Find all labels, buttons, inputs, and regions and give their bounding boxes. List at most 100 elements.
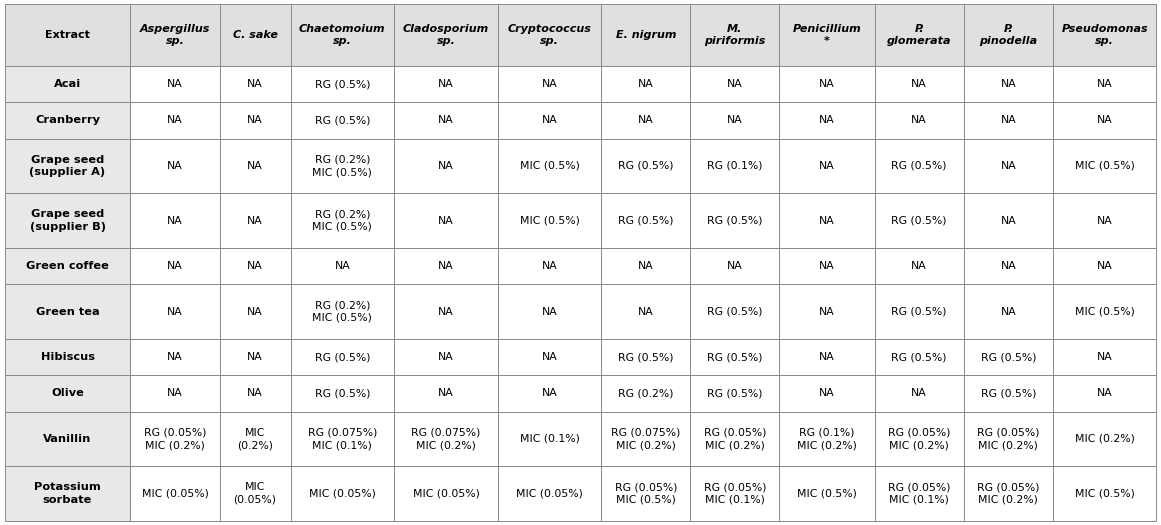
Text: NA: NA (438, 352, 454, 362)
Text: NA: NA (247, 307, 264, 317)
Bar (691, 66, 779, 102)
Text: MIC (0.5%): MIC (0.5%) (520, 161, 579, 171)
Bar (5, 4, 130, 66)
Text: Chaetomoium
sp.: Chaetomoium sp. (300, 24, 385, 46)
Text: Green coffee: Green coffee (26, 261, 109, 271)
Text: MIC (0.5%): MIC (0.5%) (520, 216, 579, 226)
Text: Vanillin: Vanillin (43, 434, 92, 444)
Bar (601, 412, 691, 466)
Bar (395, 66, 498, 102)
Bar (219, 248, 290, 284)
Bar (691, 4, 779, 66)
Bar (1053, 339, 1156, 375)
Text: NA: NA (247, 161, 264, 171)
Bar (1053, 139, 1156, 193)
Bar (290, 466, 395, 521)
Text: NA: NA (334, 261, 351, 271)
Text: NA: NA (820, 116, 835, 125)
Bar (395, 193, 498, 248)
Bar (964, 412, 1053, 466)
Bar (691, 139, 779, 193)
Text: NA: NA (637, 261, 654, 271)
Text: NA: NA (1097, 261, 1112, 271)
Text: MIC
(0.05%): MIC (0.05%) (233, 482, 276, 505)
Text: NA: NA (438, 216, 454, 226)
Bar (130, 375, 219, 412)
Bar (130, 248, 219, 284)
Text: C. sake: C. sake (232, 30, 277, 40)
Bar (779, 375, 874, 412)
Bar (498, 193, 601, 248)
Bar (1053, 248, 1156, 284)
Text: RG (0.5%): RG (0.5%) (315, 79, 370, 89)
Bar (874, 412, 964, 466)
Bar (290, 412, 395, 466)
Bar (874, 4, 964, 66)
Bar (964, 466, 1053, 521)
Text: MIC (0.05%): MIC (0.05%) (142, 488, 209, 499)
Bar (395, 339, 498, 375)
Bar (130, 66, 219, 102)
Bar (1053, 102, 1156, 139)
Text: RG (0.05%)
MIC (0.2%): RG (0.05%) MIC (0.2%) (978, 428, 1039, 450)
Text: NA: NA (1001, 116, 1016, 125)
Text: NA: NA (438, 388, 454, 398)
Bar (130, 4, 219, 66)
Bar (219, 412, 290, 466)
Text: RG (0.05%)
MIC (0.1%): RG (0.05%) MIC (0.1%) (888, 482, 951, 505)
Bar (130, 102, 219, 139)
Text: Penicillium
*: Penicillium * (793, 24, 861, 46)
Text: RG (0.5%): RG (0.5%) (981, 352, 1036, 362)
Bar (219, 466, 290, 521)
Text: NA: NA (1097, 352, 1112, 362)
Bar (219, 66, 290, 102)
Text: NA: NA (1001, 307, 1016, 317)
Bar (498, 139, 601, 193)
Bar (779, 66, 874, 102)
Bar (5, 339, 130, 375)
Bar (779, 284, 874, 339)
Bar (498, 412, 601, 466)
Bar (395, 4, 498, 66)
Text: RG (0.5%): RG (0.5%) (618, 161, 673, 171)
Text: Hibiscus: Hibiscus (41, 352, 94, 362)
Text: NA: NA (542, 116, 557, 125)
Text: Potassium
sorbate: Potassium sorbate (34, 482, 101, 505)
Text: NA: NA (167, 116, 183, 125)
Text: NA: NA (167, 352, 183, 362)
Bar (964, 248, 1053, 284)
Text: NA: NA (167, 261, 183, 271)
Text: RG (0.5%): RG (0.5%) (315, 352, 370, 362)
Text: NA: NA (727, 261, 743, 271)
Bar (219, 193, 290, 248)
Bar (498, 4, 601, 66)
Bar (964, 375, 1053, 412)
Text: Acai: Acai (53, 79, 81, 89)
Text: RG (0.075%)
MIC (0.2%): RG (0.075%) MIC (0.2%) (611, 428, 680, 450)
Text: RG (0.05%)
MIC (0.2%): RG (0.05%) MIC (0.2%) (978, 482, 1039, 505)
Text: NA: NA (438, 79, 454, 89)
Bar (964, 139, 1053, 193)
Text: NA: NA (911, 116, 926, 125)
Text: Aspergillus
sp.: Aspergillus sp. (139, 24, 210, 46)
Text: NA: NA (542, 307, 557, 317)
Text: NA: NA (1001, 216, 1016, 226)
Bar (5, 102, 130, 139)
Bar (601, 139, 691, 193)
Bar (691, 102, 779, 139)
Text: NA: NA (1001, 161, 1016, 171)
Text: RG (0.5%): RG (0.5%) (892, 216, 947, 226)
Text: RG (0.5%): RG (0.5%) (315, 116, 370, 125)
Text: RG (0.5%): RG (0.5%) (707, 307, 763, 317)
Bar (1053, 193, 1156, 248)
Text: P.
pinodella: P. pinodella (979, 24, 1037, 46)
Bar (498, 248, 601, 284)
Bar (498, 375, 601, 412)
Bar (779, 466, 874, 521)
Bar (130, 139, 219, 193)
Text: NA: NA (911, 388, 926, 398)
Text: Grape seed
(supplier B): Grape seed (supplier B) (29, 209, 106, 232)
Bar (964, 339, 1053, 375)
Bar (219, 102, 290, 139)
Bar (395, 102, 498, 139)
